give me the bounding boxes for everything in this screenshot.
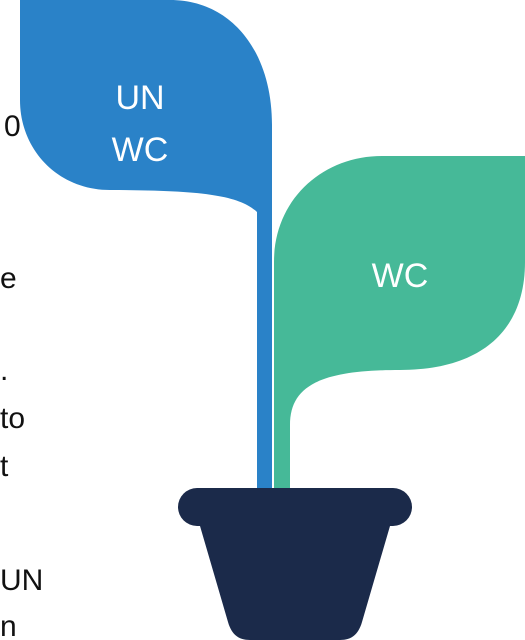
blue-leaf xyxy=(20,0,272,492)
left-text-fragments: 0 e. to t UN n xyxy=(0,110,43,640)
text-fragment: e xyxy=(0,262,17,295)
text-fragment: . xyxy=(0,354,8,387)
plant-diagram: 0 e. to t UN n UN WC WC xyxy=(0,0,525,640)
text-fragment: UN xyxy=(0,564,43,597)
leaf-label: WC xyxy=(372,257,429,295)
text-fragment: n xyxy=(0,610,17,640)
text-fragment: 0 xyxy=(4,110,21,143)
text-fragment: t xyxy=(0,450,9,483)
leaf-label: UN xyxy=(115,79,164,117)
green-leaf xyxy=(274,156,525,492)
leaf-label: WC xyxy=(112,131,169,169)
pot-body xyxy=(200,526,390,640)
text-fragment: to xyxy=(0,402,25,435)
page: 0e.totUNn UN WC WC (() => { const data =… xyxy=(0,0,525,640)
pot-rim xyxy=(178,488,412,526)
